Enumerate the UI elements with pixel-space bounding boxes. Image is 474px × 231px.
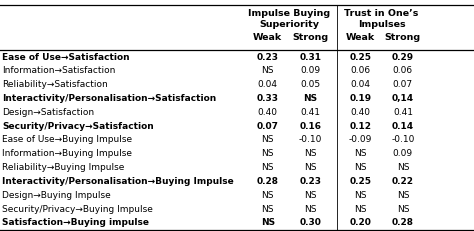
- Text: 0.12: 0.12: [349, 122, 371, 131]
- Text: 0.09: 0.09: [393, 149, 413, 158]
- Text: NS: NS: [304, 205, 317, 214]
- Text: 0.22: 0.22: [392, 177, 414, 186]
- Text: Reliability→Satisfaction: Reliability→Satisfaction: [2, 80, 108, 89]
- Text: 0.20: 0.20: [349, 219, 371, 228]
- Text: Interactivity/Personalisation→Satisfaction: Interactivity/Personalisation→Satisfacti…: [2, 94, 217, 103]
- Text: 0.41: 0.41: [393, 108, 413, 117]
- Text: 0.29: 0.29: [392, 52, 414, 61]
- Text: Ease of Use→Satisfaction: Ease of Use→Satisfaction: [2, 52, 130, 61]
- Text: 0.23: 0.23: [257, 52, 279, 61]
- Text: 0.06: 0.06: [393, 66, 413, 75]
- Text: NS: NS: [304, 163, 317, 172]
- Text: NS: NS: [304, 149, 317, 158]
- Text: Information→Buying Impulse: Information→Buying Impulse: [2, 149, 132, 158]
- Text: Weak: Weak: [253, 33, 283, 42]
- Text: Superiority: Superiority: [259, 20, 319, 29]
- Text: 0.14: 0.14: [392, 122, 414, 131]
- Text: NS: NS: [354, 205, 366, 214]
- Text: -0.10: -0.10: [299, 136, 322, 144]
- Text: -0.09: -0.09: [348, 136, 372, 144]
- Text: 0.28: 0.28: [257, 177, 279, 186]
- Text: -0.10: -0.10: [391, 136, 415, 144]
- Text: 0.19: 0.19: [349, 94, 371, 103]
- Text: NS: NS: [354, 149, 366, 158]
- Text: NS: NS: [354, 191, 366, 200]
- Text: Impulses: Impulses: [358, 20, 405, 29]
- Text: 0.31: 0.31: [300, 52, 321, 61]
- Text: Weak: Weak: [346, 33, 375, 42]
- Text: NS: NS: [354, 163, 366, 172]
- Text: 0.33: 0.33: [257, 94, 279, 103]
- Text: NS: NS: [262, 66, 274, 75]
- Text: 0.25: 0.25: [349, 52, 371, 61]
- Text: 0.05: 0.05: [301, 80, 320, 89]
- Text: 0.16: 0.16: [300, 122, 321, 131]
- Text: Security/Privacy→Satisfaction: Security/Privacy→Satisfaction: [2, 122, 154, 131]
- Text: Strong: Strong: [292, 33, 328, 42]
- Text: Information→Satisfaction: Information→Satisfaction: [2, 66, 116, 75]
- Text: Ease of Use→Buying Impulse: Ease of Use→Buying Impulse: [2, 136, 133, 144]
- Text: NS: NS: [261, 219, 275, 228]
- Text: NS: NS: [397, 191, 409, 200]
- Text: NS: NS: [262, 205, 274, 214]
- Text: Interactivity/Personalisation→Buying Impulse: Interactivity/Personalisation→Buying Imp…: [2, 177, 234, 186]
- Text: Design→Satisfaction: Design→Satisfaction: [2, 108, 94, 117]
- Text: NS: NS: [397, 205, 409, 214]
- Text: NS: NS: [397, 163, 409, 172]
- Text: 0.40: 0.40: [350, 108, 370, 117]
- Text: NS: NS: [262, 163, 274, 172]
- Text: 0,14: 0,14: [392, 94, 414, 103]
- Text: Design→Buying Impulse: Design→Buying Impulse: [2, 191, 111, 200]
- Text: 0.04: 0.04: [350, 80, 370, 89]
- Text: 0.09: 0.09: [301, 66, 320, 75]
- Text: Reliability→Buying Impulse: Reliability→Buying Impulse: [2, 163, 125, 172]
- Text: 0.04: 0.04: [258, 80, 278, 89]
- Text: 0.28: 0.28: [392, 219, 414, 228]
- Text: 0.06: 0.06: [350, 66, 370, 75]
- Text: NS: NS: [304, 191, 317, 200]
- Text: Trust in One’s: Trust in One’s: [345, 9, 419, 18]
- Text: Satisfaction→Buying impulse: Satisfaction→Buying impulse: [2, 219, 149, 228]
- Text: Impulse Buying: Impulse Buying: [248, 9, 330, 18]
- Text: 0.07: 0.07: [257, 122, 279, 131]
- Text: 0.25: 0.25: [349, 177, 371, 186]
- Text: 0.41: 0.41: [301, 108, 320, 117]
- Text: NS: NS: [262, 149, 274, 158]
- Text: NS: NS: [303, 94, 318, 103]
- Text: 0.40: 0.40: [258, 108, 278, 117]
- Text: NS: NS: [262, 136, 274, 144]
- Text: 0.07: 0.07: [393, 80, 413, 89]
- Text: 0.30: 0.30: [300, 219, 321, 228]
- Text: NS: NS: [262, 191, 274, 200]
- Text: Strong: Strong: [385, 33, 421, 42]
- Text: 0.23: 0.23: [300, 177, 321, 186]
- Text: Security/Privacy→Buying Impulse: Security/Privacy→Buying Impulse: [2, 205, 153, 214]
